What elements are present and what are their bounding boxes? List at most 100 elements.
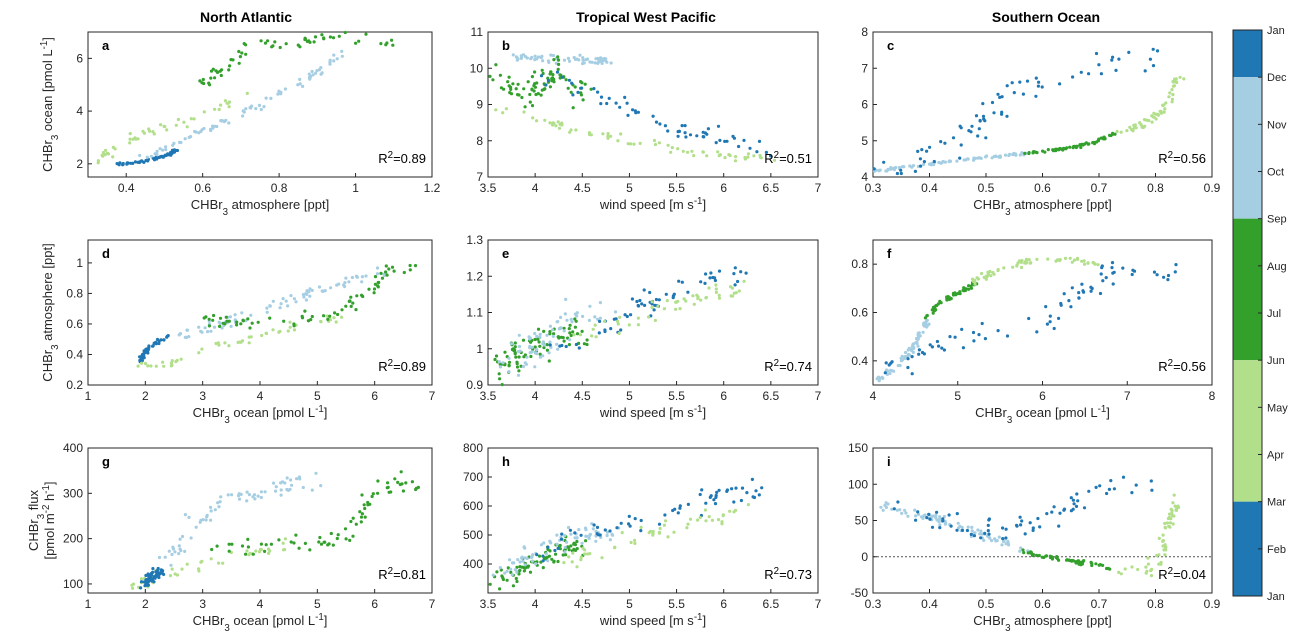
scatter-point [156, 566, 160, 571]
scatter-point [283, 481, 287, 485]
scatter-point [581, 56, 585, 60]
scatter-point [410, 480, 414, 484]
scatter-point [949, 524, 953, 528]
scatter-point [143, 350, 147, 355]
scatter-point [922, 514, 926, 518]
scatter-point [400, 482, 404, 486]
r-squared-label: R2=0.81 [378, 566, 426, 583]
scatter-point [200, 81, 204, 85]
scatter-point [158, 155, 162, 159]
scatter-point [269, 96, 273, 100]
scatter-point [498, 365, 502, 369]
colorbar-month-label: Sep [1267, 214, 1287, 226]
scatter-point [1110, 261, 1115, 265]
x-tick-label: 5 [314, 389, 321, 403]
scatter-point [913, 508, 917, 512]
scatter-point [606, 134, 610, 138]
scatter-point [1019, 265, 1024, 270]
scatter-point [1056, 557, 1060, 561]
scatter-point [549, 70, 553, 74]
scatter-point [517, 369, 521, 373]
scatter-point [615, 526, 619, 530]
scatter-point [551, 328, 555, 332]
scatter-point [680, 280, 684, 284]
scatter-point [266, 547, 271, 551]
scatter-point [175, 358, 179, 362]
colorbar-month-label: Mar [1267, 497, 1286, 509]
scatter-point [652, 138, 657, 143]
scatter-point [1037, 80, 1041, 84]
panel-letter: e [502, 246, 509, 261]
scatter-point [683, 124, 687, 128]
scatter-point [1027, 151, 1031, 156]
scatter-point [657, 531, 662, 535]
scatter-point [537, 340, 541, 344]
scatter-point [264, 96, 268, 100]
scatter-point [991, 271, 995, 275]
scatter-point [703, 281, 707, 285]
scatter-point [566, 86, 570, 90]
scatter-point [937, 344, 941, 348]
x-tick-label: 4 [257, 389, 264, 403]
scatter-point [1026, 551, 1030, 555]
scatter-point [1098, 484, 1102, 488]
scatter-point [539, 543, 544, 547]
scatter-point [690, 149, 694, 153]
scatter-point [183, 549, 187, 554]
scatter-point [1044, 305, 1048, 309]
scatter-point [328, 62, 332, 66]
scatter-point [906, 348, 910, 352]
scatter-point [536, 327, 541, 331]
scatter-point [1138, 121, 1142, 125]
scatter-point [635, 299, 639, 304]
scatter-point [997, 535, 1001, 539]
scatter-point [178, 547, 182, 551]
scatter-point [491, 78, 495, 82]
scatter-point [515, 579, 519, 584]
scatter-point [169, 364, 173, 368]
scatter-point [1043, 150, 1047, 154]
scatter-point [1163, 553, 1167, 557]
scatter-point [402, 270, 406, 275]
scatter-point [651, 533, 655, 537]
y-tick-label: 0 [861, 550, 868, 564]
scatter-point [131, 137, 135, 141]
scatter-point [890, 360, 894, 364]
scatter-point [224, 315, 228, 319]
scatter-point [328, 318, 333, 322]
scatter-point [714, 283, 718, 287]
scatter-point [1071, 146, 1075, 150]
scatter-point [247, 341, 251, 345]
scatter-point [197, 131, 201, 135]
scatter-point [665, 299, 669, 303]
x-tick-label: 4 [870, 389, 877, 403]
scatter-point [672, 530, 676, 534]
scatter-points-g [130, 470, 420, 590]
scatter-point [728, 153, 732, 158]
scatter-point [994, 154, 998, 158]
scatter-point [308, 40, 312, 45]
scatter-point [227, 549, 231, 553]
scatter-points-i [879, 475, 1181, 578]
scatter-point [534, 92, 538, 97]
x-tick-label: 0.4 [118, 181, 135, 195]
scatter-point [1163, 107, 1167, 111]
y-tick-label: 500 [463, 528, 483, 542]
scatter-point [204, 315, 208, 319]
scatter-point [1099, 272, 1103, 276]
scatter-point [563, 545, 567, 549]
scatter-point [678, 307, 682, 311]
scatter-point [199, 329, 203, 333]
scatter-point [1171, 93, 1175, 97]
scatter-point [1157, 536, 1161, 541]
scatter-point [1087, 142, 1091, 146]
scatter-point [550, 557, 554, 561]
scatter-point [886, 167, 890, 171]
scatter-point [566, 525, 571, 530]
scatter-point [244, 107, 248, 111]
scatter-point [525, 355, 529, 359]
scatter-point [1163, 521, 1167, 526]
scatter-point [998, 154, 1002, 158]
colorbar-month-label: Dec [1267, 72, 1287, 84]
scatter-point [972, 339, 976, 343]
